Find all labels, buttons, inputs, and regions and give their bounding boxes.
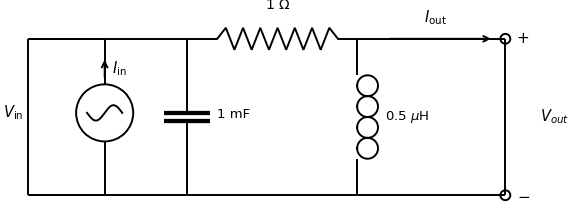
- Text: $V_{\mathrm{in}}$: $V_{\mathrm{in}}$: [3, 103, 24, 122]
- Text: +: +: [517, 31, 530, 46]
- Text: 1 $\Omega$: 1 $\Omega$: [265, 0, 290, 13]
- Text: $V_{out}$: $V_{out}$: [541, 108, 569, 126]
- Text: 1 mF: 1 mF: [217, 108, 250, 121]
- Text: 0.5 $\mu$H: 0.5 $\mu$H: [385, 109, 429, 125]
- Text: $I_{\mathrm{in}}$: $I_{\mathrm{in}}$: [112, 59, 126, 78]
- Text: $I_{\mathrm{out}}$: $I_{\mathrm{out}}$: [424, 8, 447, 27]
- Text: $-$: $-$: [517, 188, 530, 203]
